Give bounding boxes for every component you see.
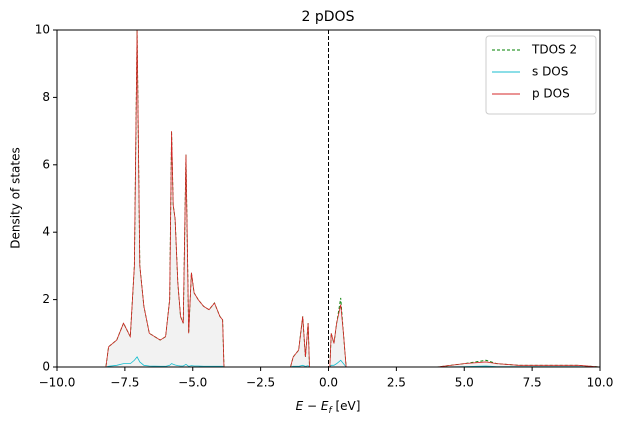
y-tick-label: 2 (42, 292, 50, 306)
y-tick-label: 8 (42, 90, 50, 104)
legend-label: p DOS (532, 87, 570, 101)
x-tick-label: −5.0 (178, 376, 207, 390)
y-tick-label: 4 (42, 225, 50, 239)
x-tick-label: 10.0 (587, 376, 614, 390)
x-tick-label: 7.5 (523, 376, 542, 390)
x-label-main: E − E (296, 399, 329, 413)
x-label-unit: [eV] (332, 399, 361, 413)
x-tick-label: −7.5 (110, 376, 139, 390)
series-line (57, 356, 601, 368)
chart-title: 2 pDOS (302, 9, 355, 25)
legend-label: s DOS (532, 65, 568, 79)
series-line (57, 29, 601, 368)
x-tick-label: 2.5 (387, 376, 406, 390)
y-tick-label: 10 (35, 23, 50, 37)
y-tick-label: 0 (42, 360, 50, 374)
x-axis-label: E − Ef [eV] (296, 399, 361, 416)
y-axis-label: Density of states (9, 147, 23, 248)
x-tick-label: 0.0 (319, 376, 338, 390)
x-label-sub: f (328, 406, 333, 416)
x-tick-label: −2.5 (246, 376, 275, 390)
y-tick-label: 6 (42, 157, 50, 171)
legend-label: TDOS 2 (531, 43, 577, 57)
x-tick-label: −10.0 (39, 376, 76, 390)
x-tick-label: 5.0 (455, 376, 474, 390)
